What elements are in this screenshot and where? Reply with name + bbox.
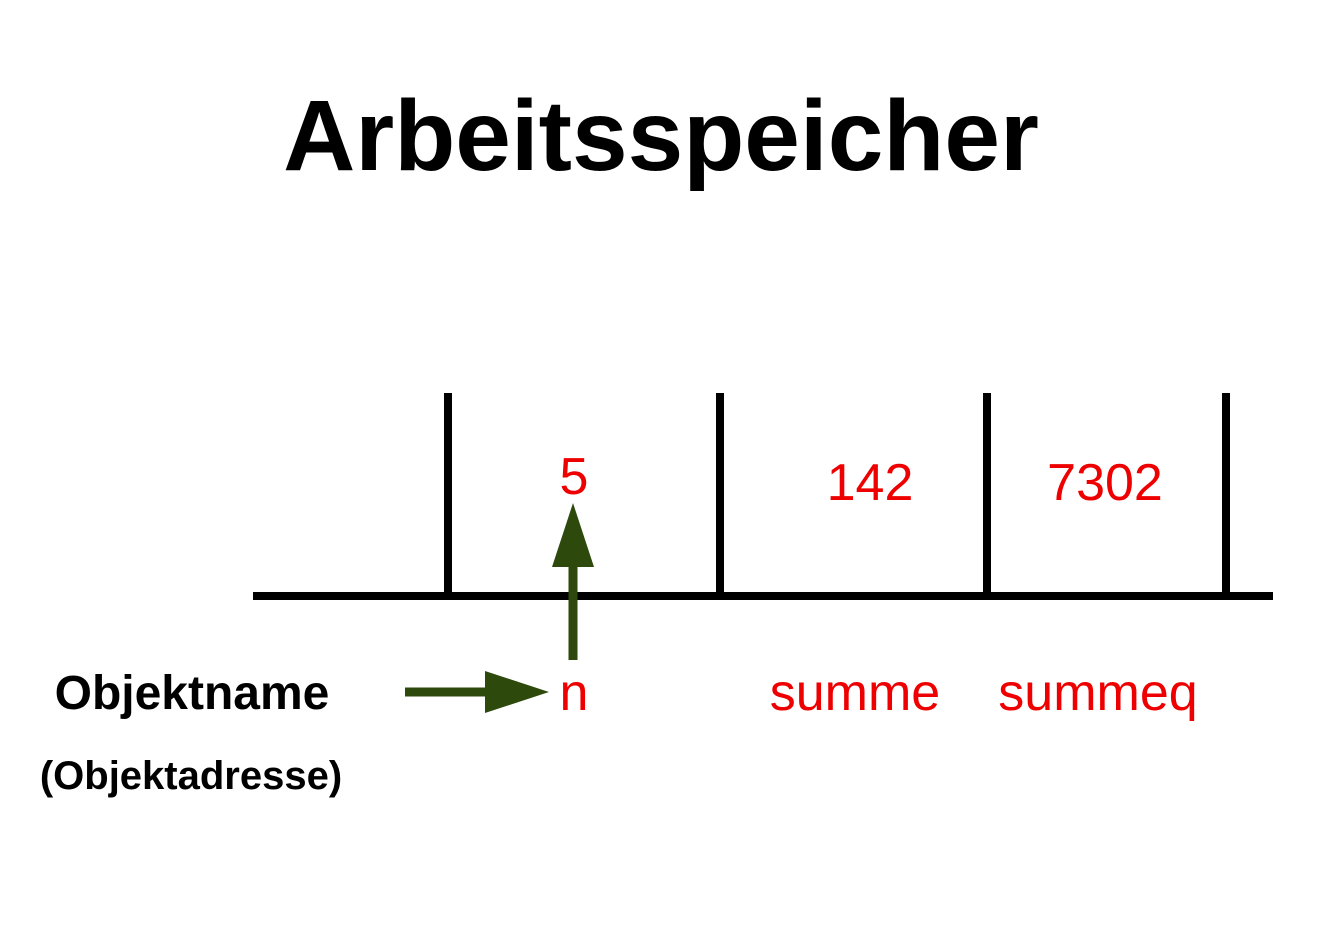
cell-value-summeq: 7302 bbox=[1047, 454, 1163, 512]
cell-name-n: n bbox=[560, 664, 589, 722]
cell-value-summe: 142 bbox=[827, 454, 914, 512]
object-address-label: (Objektadresse) bbox=[40, 754, 342, 798]
arrow-up-icon bbox=[552, 503, 594, 660]
object-name-label: Objektname bbox=[55, 667, 330, 720]
cell-name-summeq: summeq bbox=[998, 664, 1197, 722]
arrow-right-icon bbox=[405, 671, 549, 713]
diagram-title: Arbeitsspeicher bbox=[283, 80, 1039, 192]
cell-value-n: 5 bbox=[560, 448, 589, 506]
cell-name-summe: summe bbox=[770, 664, 940, 722]
